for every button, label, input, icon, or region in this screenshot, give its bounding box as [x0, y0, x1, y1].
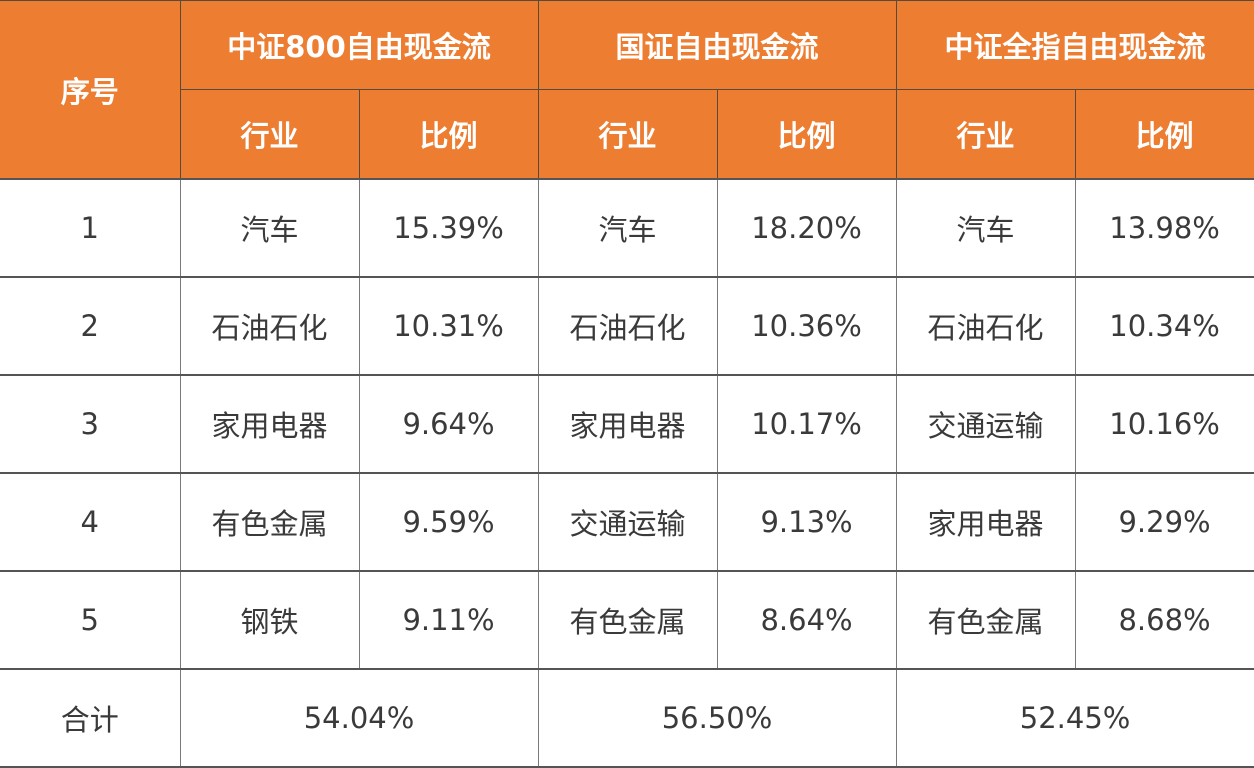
table-row: 3 家用电器 9.64% 家用电器 10.17% 交通运输 10.16%	[0, 374, 1254, 474]
ratio-cell: 9.64%	[358, 374, 539, 474]
table-body: 1 汽车 15.39% 汽车 18.20% 汽车 13.98% 2 石油石化 1…	[0, 178, 1254, 768]
ratio-cell: 10.17%	[716, 374, 897, 474]
ratio-cell: 10.16%	[1074, 374, 1254, 474]
total-row: 合计 54.04% 56.50% 52.45%	[0, 668, 1254, 768]
ratio-cell: 8.68%	[1074, 570, 1254, 670]
total-value-csi-all: 52.45%	[895, 668, 1254, 768]
ratio-cell: 10.36%	[716, 276, 897, 376]
industry-cell: 汽车	[895, 178, 1076, 278]
group-header-cni: 国证自由现金流	[537, 0, 897, 90]
industry-cell: 石油石化	[895, 276, 1076, 376]
industry-cell: 家用电器	[179, 374, 360, 474]
ratio-cell: 13.98%	[1074, 178, 1254, 278]
industry-cell: 钢铁	[179, 570, 360, 670]
row-index: 4	[0, 472, 181, 572]
table-row: 5 钢铁 9.11% 有色金属 8.64% 有色金属 8.68%	[0, 570, 1254, 670]
ratio-cell: 9.13%	[716, 472, 897, 572]
industry-header: 行业	[895, 89, 1076, 180]
ratio-cell: 9.11%	[358, 570, 539, 670]
industry-cell: 有色金属	[537, 570, 718, 670]
ratio-header: 比例	[358, 89, 539, 180]
industry-cell: 汽车	[537, 178, 718, 278]
ratio-cell: 18.20%	[716, 178, 897, 278]
row-index: 2	[0, 276, 181, 376]
row-index: 5	[0, 570, 181, 670]
ratio-cell: 10.31%	[358, 276, 539, 376]
total-label: 合计	[0, 668, 181, 768]
industry-cell: 交通运输	[537, 472, 718, 572]
industry-cell: 交通运输	[895, 374, 1076, 474]
row-index: 1	[0, 178, 181, 278]
total-value-csi800: 54.04%	[179, 668, 539, 768]
row-index: 3	[0, 374, 181, 474]
index-header: 序号	[0, 0, 181, 180]
industry-cell: 石油石化	[537, 276, 718, 376]
industry-cell: 有色金属	[179, 472, 360, 572]
ratio-cell: 9.59%	[358, 472, 539, 572]
group-header-csi-all: 中证全指自由现金流	[895, 0, 1254, 90]
ratio-cell: 8.64%	[716, 570, 897, 670]
industry-cell: 家用电器	[537, 374, 718, 474]
industry-header: 行业	[179, 89, 360, 180]
group-header-csi800: 中证800自由现金流	[179, 0, 539, 90]
ratio-cell: 15.39%	[358, 178, 539, 278]
industry-cell: 家用电器	[895, 472, 1076, 572]
ratio-header: 比例	[1074, 89, 1254, 180]
ratio-cell: 10.34%	[1074, 276, 1254, 376]
industry-cell: 汽车	[179, 178, 360, 278]
ratio-header: 比例	[716, 89, 897, 180]
industry-cell: 石油石化	[179, 276, 360, 376]
table-row: 2 石油石化 10.31% 石油石化 10.36% 石油石化 10.34%	[0, 276, 1254, 376]
table-row: 1 汽车 15.39% 汽车 18.20% 汽车 13.98%	[0, 178, 1254, 278]
industry-cell: 有色金属	[895, 570, 1076, 670]
table-row: 4 有色金属 9.59% 交通运输 9.13% 家用电器 9.29%	[0, 472, 1254, 572]
total-value-cni: 56.50%	[537, 668, 897, 768]
table-header: 序号 中证800自由现金流 国证自由现金流 中证全指自由现金流 行业 比例 行业…	[0, 0, 1254, 180]
industry-header: 行业	[537, 89, 718, 180]
ratio-cell: 9.29%	[1074, 472, 1254, 572]
